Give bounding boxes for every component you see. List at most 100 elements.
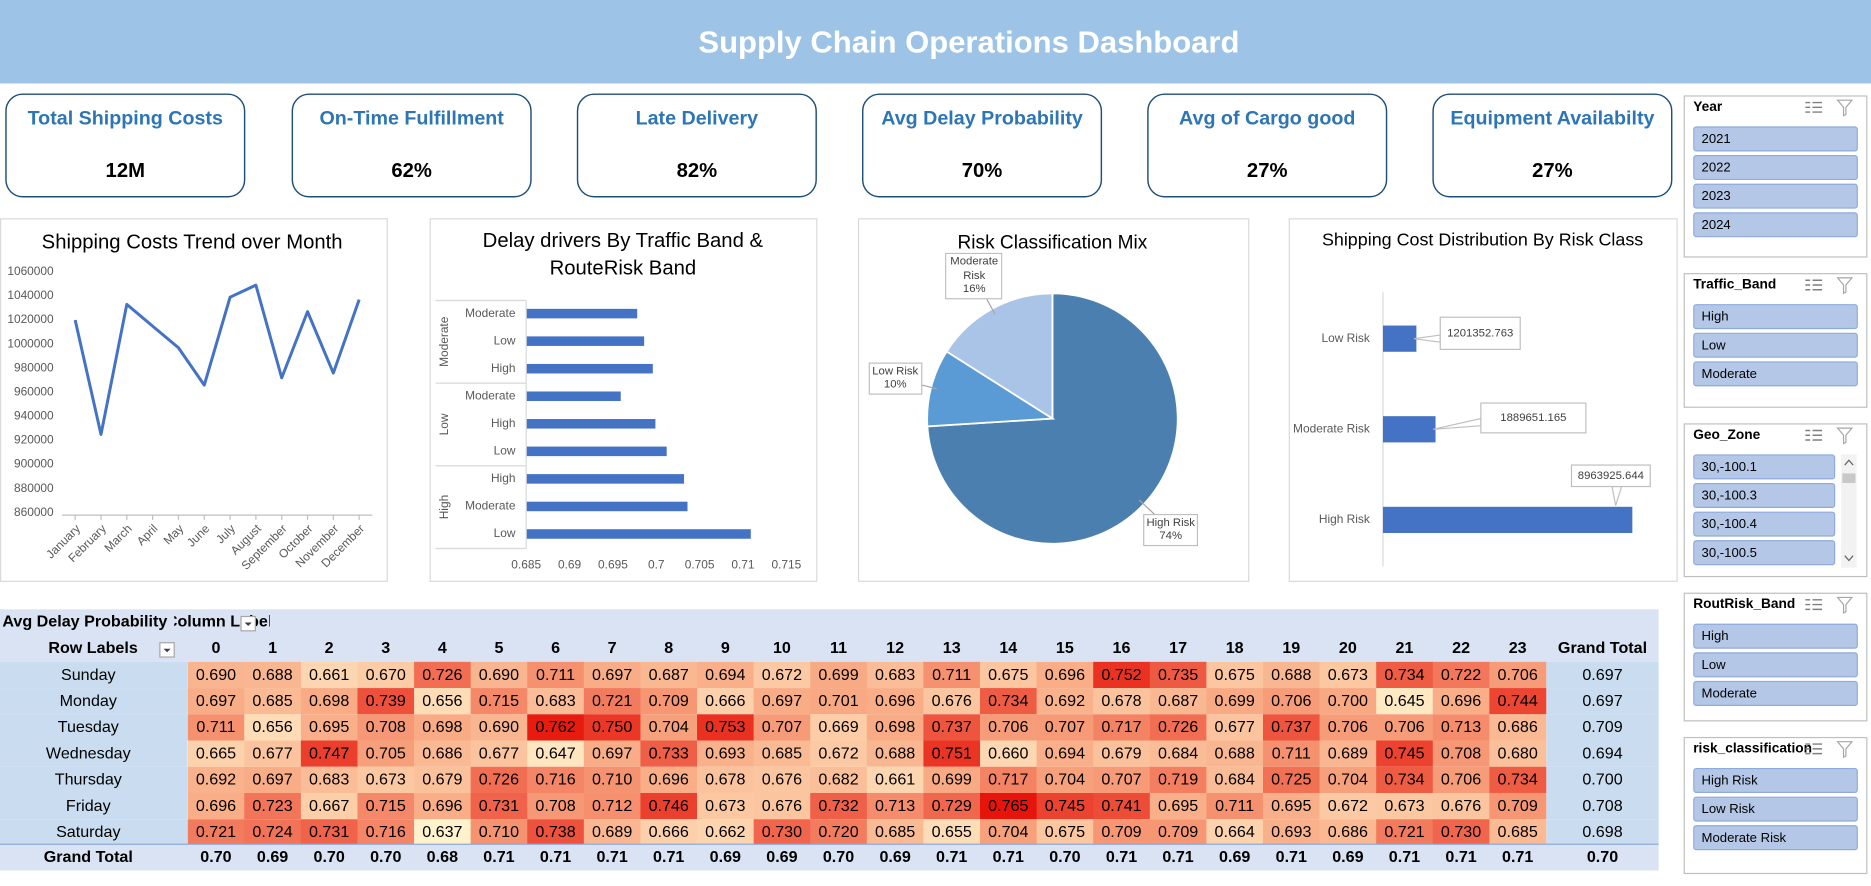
cell-value: 0.679 bbox=[1101, 744, 1141, 762]
heat-cell bbox=[583, 740, 641, 767]
heat-cell bbox=[1262, 661, 1320, 689]
scrollbar[interactable] bbox=[1841, 454, 1857, 568]
slicer-item[interactable] bbox=[1693, 540, 1836, 566]
cell-value: 0.694 bbox=[1045, 744, 1085, 762]
heat-cell bbox=[1206, 714, 1264, 741]
bar bbox=[526, 336, 645, 346]
cell-value: 0.711 bbox=[1215, 797, 1254, 815]
clear-filter-icon[interactable] bbox=[1836, 596, 1854, 614]
heat-cell bbox=[357, 688, 415, 715]
slicer-item[interactable] bbox=[1693, 482, 1836, 508]
heat-cell bbox=[1432, 714, 1490, 741]
slicer-item[interactable] bbox=[1693, 304, 1858, 330]
slicer-item[interactable] bbox=[1693, 361, 1858, 387]
pie-label-name: High Risk bbox=[1146, 515, 1195, 529]
bar bbox=[526, 474, 685, 484]
multi-select-icon[interactable] bbox=[1805, 429, 1823, 441]
grand-total-value: 0.70 bbox=[200, 848, 231, 866]
row-label-cell bbox=[0, 714, 188, 741]
row-label: Thursday bbox=[55, 771, 123, 789]
slicer-item[interactable] bbox=[1693, 825, 1858, 851]
cell-value: 0.673 bbox=[1384, 797, 1424, 815]
cell-value: 0.706 bbox=[1441, 771, 1481, 789]
kpi-card bbox=[861, 93, 1103, 198]
heat-cell bbox=[1093, 792, 1151, 820]
slicer-item[interactable] bbox=[1693, 796, 1858, 822]
slicer-item[interactable] bbox=[1693, 212, 1858, 238]
slicer-item-label: 30,-100.3 bbox=[1702, 488, 1757, 503]
heat-cell bbox=[1262, 714, 1320, 741]
heat-cell bbox=[923, 819, 981, 846]
data-label: 1201352.763 bbox=[1447, 327, 1513, 339]
chart-title-box: Delay drivers By Traffic Band & RouteRis… bbox=[483, 229, 763, 279]
slicer-item[interactable] bbox=[1693, 126, 1858, 152]
heat-cell bbox=[1262, 792, 1320, 820]
cell-value: 0.696 bbox=[649, 771, 689, 789]
heat-cell bbox=[753, 661, 811, 689]
column-header: 9 bbox=[721, 639, 730, 657]
heat-cell bbox=[697, 740, 754, 767]
cell-value: 0.738 bbox=[535, 823, 575, 841]
cell-value: 0.685 bbox=[762, 744, 802, 762]
grand-total-value: 0.70 bbox=[823, 848, 854, 866]
clear-filter-icon[interactable] bbox=[1836, 99, 1854, 117]
heat-cell bbox=[753, 714, 811, 741]
clear-filter-icon[interactable] bbox=[1836, 277, 1854, 295]
clear-filter-icon[interactable] bbox=[1836, 741, 1854, 759]
clear-filter-icon[interactable] bbox=[1836, 427, 1854, 445]
heat-cell bbox=[1319, 688, 1377, 715]
slicer-item[interactable] bbox=[1693, 652, 1858, 678]
cell-value: 0.682 bbox=[818, 771, 858, 789]
column-header: 23 bbox=[1509, 639, 1527, 657]
heat-cell bbox=[1093, 661, 1151, 689]
heat-cell bbox=[866, 714, 924, 741]
cell-value: 0.726 bbox=[479, 771, 519, 789]
heat-cell bbox=[1262, 766, 1320, 793]
kpi-card bbox=[5, 93, 246, 198]
pie-label-value: 16% bbox=[962, 282, 986, 297]
heat-cell bbox=[527, 792, 585, 820]
cell-value: 0.677 bbox=[479, 744, 519, 762]
slicer-item[interactable] bbox=[1693, 623, 1858, 649]
multi-select-icon[interactable] bbox=[1805, 101, 1823, 113]
slicer-item-label: 2022 bbox=[1702, 160, 1731, 175]
heat-cell bbox=[1206, 661, 1264, 689]
cell-value: 0.711 bbox=[196, 718, 235, 736]
cell-value: 0.697 bbox=[196, 692, 236, 710]
cell-value: 0.673 bbox=[366, 771, 406, 789]
heat-cell bbox=[357, 766, 415, 793]
slicer-item[interactable] bbox=[1693, 155, 1858, 181]
row-labels-header: Row Labels bbox=[48, 639, 138, 657]
kpi-card bbox=[1432, 93, 1673, 198]
cell-value: 0.707 bbox=[762, 718, 802, 736]
cell-value: 0.731 bbox=[309, 823, 349, 841]
slicer-item[interactable] bbox=[1693, 454, 1836, 480]
cell-value: 0.713 bbox=[875, 797, 915, 815]
slicer-item[interactable] bbox=[1693, 183, 1858, 209]
heat-cell bbox=[583, 819, 641, 846]
cell-value: 0.697 bbox=[592, 666, 632, 684]
heat-cell bbox=[640, 792, 698, 820]
cell-value: 0.677 bbox=[252, 744, 292, 762]
multi-select-icon[interactable] bbox=[1805, 743, 1823, 755]
multi-select-icon[interactable] bbox=[1805, 599, 1823, 611]
heat-cell bbox=[1432, 661, 1490, 689]
pie-label-name: Low Risk bbox=[872, 364, 919, 378]
heat-cell bbox=[527, 661, 585, 689]
heat-cell bbox=[300, 714, 358, 741]
slicer-item[interactable] bbox=[1693, 511, 1836, 537]
kpi-value: 62% bbox=[391, 160, 432, 182]
slicer-item[interactable] bbox=[1693, 332, 1858, 358]
slicer-item[interactable] bbox=[1693, 680, 1858, 706]
heat-cell bbox=[300, 688, 358, 715]
scroll-thumb[interactable] bbox=[1842, 473, 1856, 483]
column-header: 2 bbox=[325, 639, 334, 657]
heat-cell bbox=[1149, 661, 1207, 689]
cell-value: 0.660 bbox=[988, 744, 1028, 762]
slicer-item-label: High Risk bbox=[1702, 773, 1759, 788]
cell-value: 0.661 bbox=[875, 771, 915, 789]
category-label: High Risk bbox=[1319, 512, 1370, 526]
multi-select-icon[interactable] bbox=[1805, 279, 1823, 291]
slicer-item[interactable] bbox=[1693, 767, 1858, 793]
